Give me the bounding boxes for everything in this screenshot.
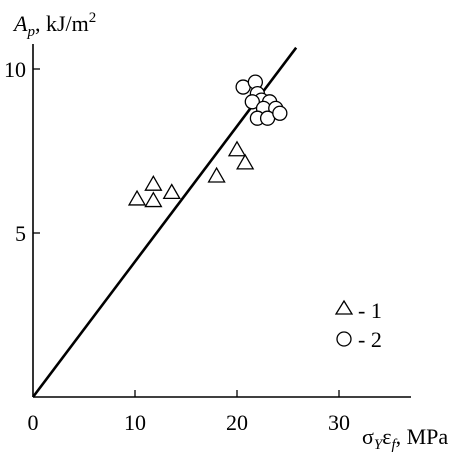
triangle-marker xyxy=(144,174,163,191)
legend: - 1 - 2 xyxy=(334,298,382,352)
triangle-marker xyxy=(207,166,226,183)
triangle-marker xyxy=(227,140,247,157)
data-points xyxy=(127,74,288,208)
legend-circle-marker xyxy=(336,331,352,347)
x-tick-label: 10 xyxy=(124,410,146,435)
legend-triangle-marker xyxy=(334,299,354,315)
x-tick-label: 30 xyxy=(328,410,350,435)
y-tick-label: 5 xyxy=(15,221,26,246)
triangle-marker xyxy=(144,191,163,208)
legend-label-1: - 1 xyxy=(358,298,382,323)
circle-marker xyxy=(272,105,288,121)
triangle-marker xyxy=(162,183,181,200)
y-axis-title: Ap, kJ/m2 xyxy=(12,10,96,40)
y-tick-label: 10 xyxy=(4,57,26,82)
x-tick-label: 0 xyxy=(28,410,39,435)
x-axis-title: σYεf, MPa xyxy=(362,424,448,453)
x-tick-label: 20 xyxy=(226,410,248,435)
triangle-marker xyxy=(127,189,147,206)
legend-label-2: - 2 xyxy=(358,327,382,352)
axes: 0 10 20 30 5 10 xyxy=(4,44,411,435)
triangle-marker xyxy=(236,153,255,170)
circle-marker xyxy=(244,94,260,110)
